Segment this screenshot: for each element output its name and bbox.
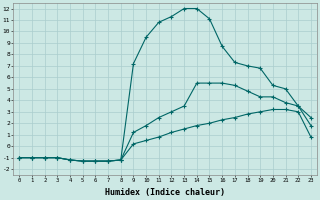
X-axis label: Humidex (Indice chaleur): Humidex (Indice chaleur) <box>105 188 225 197</box>
